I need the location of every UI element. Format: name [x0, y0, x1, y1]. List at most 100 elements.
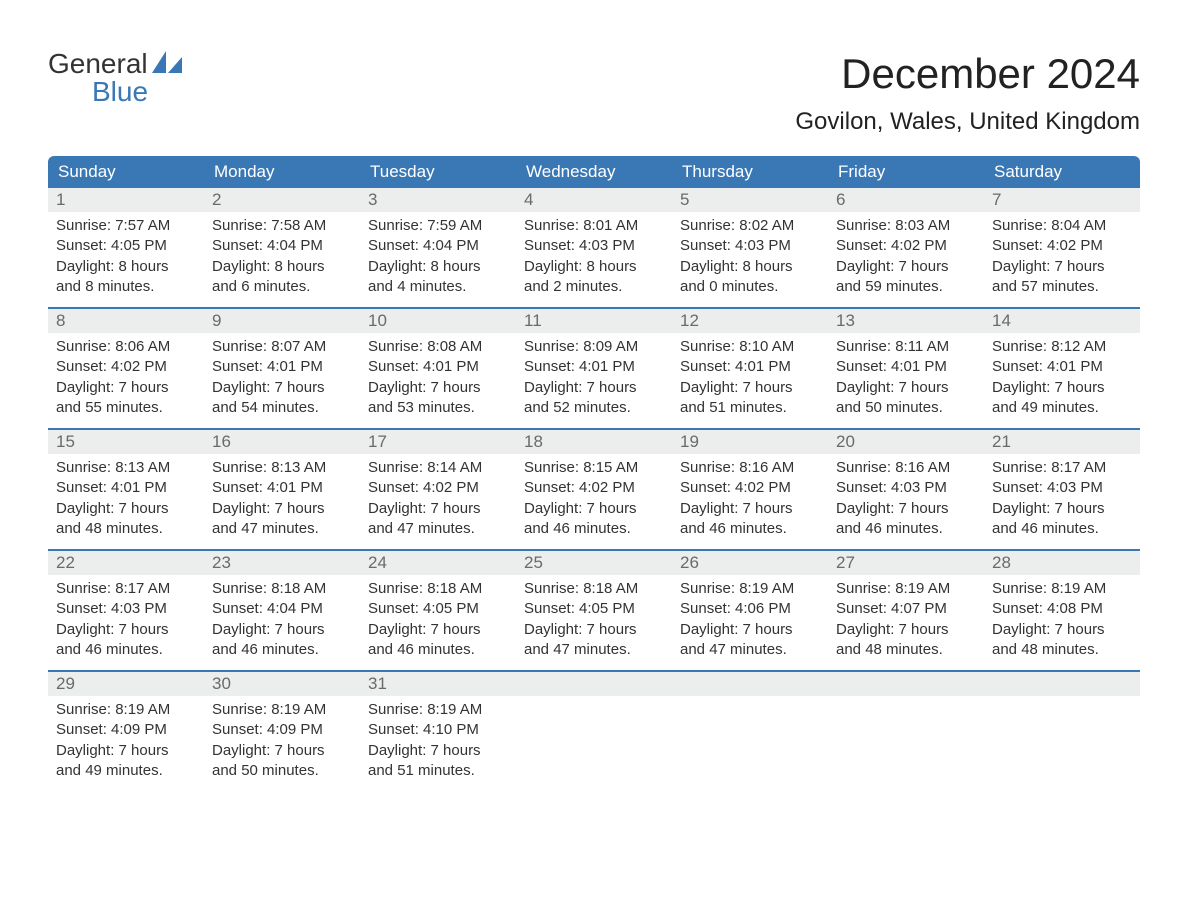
sunset-line: Sunset: 4:06 PM [680, 599, 820, 619]
day-cell: 28Sunrise: 8:19 AMSunset: 4:08 PMDayligh… [984, 551, 1140, 670]
weekday-header: Thursday [672, 156, 828, 188]
daylight-line: Daylight: 7 hours and 47 minutes. [368, 499, 508, 540]
day-body: Sunrise: 8:07 AMSunset: 4:01 PMDaylight:… [204, 333, 360, 428]
sunset-line: Sunset: 4:03 PM [680, 236, 820, 256]
day-body: Sunrise: 8:16 AMSunset: 4:03 PMDaylight:… [828, 454, 984, 549]
day-cell: 6Sunrise: 8:03 AMSunset: 4:02 PMDaylight… [828, 188, 984, 307]
day-number: 29 [48, 672, 204, 696]
day-number: 25 [516, 551, 672, 575]
day-body: Sunrise: 8:19 AMSunset: 4:09 PMDaylight:… [48, 696, 204, 791]
daylight-line: Daylight: 7 hours and 49 minutes. [56, 741, 196, 782]
day-body: Sunrise: 8:11 AMSunset: 4:01 PMDaylight:… [828, 333, 984, 428]
day-number: 10 [360, 309, 516, 333]
sunset-line: Sunset: 4:03 PM [836, 478, 976, 498]
daylight-line: Daylight: 7 hours and 46 minutes. [680, 499, 820, 540]
day-cell: 13Sunrise: 8:11 AMSunset: 4:01 PMDayligh… [828, 309, 984, 428]
day-body: Sunrise: 8:09 AMSunset: 4:01 PMDaylight:… [516, 333, 672, 428]
day-cell: 30Sunrise: 8:19 AMSunset: 4:09 PMDayligh… [204, 672, 360, 791]
daylight-line: Daylight: 8 hours and 4 minutes. [368, 257, 508, 298]
sunrise-line: Sunrise: 8:19 AM [992, 579, 1132, 599]
day-number: 1 [48, 188, 204, 212]
sunrise-line: Sunrise: 8:18 AM [524, 579, 664, 599]
day-cell: 3Sunrise: 7:59 AMSunset: 4:04 PMDaylight… [360, 188, 516, 307]
day-cell: 31Sunrise: 8:19 AMSunset: 4:10 PMDayligh… [360, 672, 516, 791]
location-subtitle: Govilon, Wales, United Kingdom [795, 108, 1140, 136]
day-cell: 8Sunrise: 8:06 AMSunset: 4:02 PMDaylight… [48, 309, 204, 428]
day-body: Sunrise: 8:10 AMSunset: 4:01 PMDaylight:… [672, 333, 828, 428]
weekday-header: Wednesday [516, 156, 672, 188]
daylight-line: Daylight: 7 hours and 57 minutes. [992, 257, 1132, 298]
day-cell: 7Sunrise: 8:04 AMSunset: 4:02 PMDaylight… [984, 188, 1140, 307]
day-number [672, 672, 828, 696]
sunrise-line: Sunrise: 8:10 AM [680, 337, 820, 357]
sunset-line: Sunset: 4:01 PM [992, 357, 1132, 377]
daylight-line: Daylight: 7 hours and 48 minutes. [56, 499, 196, 540]
day-number [828, 672, 984, 696]
sunrise-line: Sunrise: 8:08 AM [368, 337, 508, 357]
day-body: Sunrise: 8:08 AMSunset: 4:01 PMDaylight:… [360, 333, 516, 428]
logo-word-1: General [48, 50, 148, 78]
sunrise-line: Sunrise: 7:57 AM [56, 216, 196, 236]
daylight-line: Daylight: 7 hours and 55 minutes. [56, 378, 196, 419]
day-number: 2 [204, 188, 360, 212]
sunset-line: Sunset: 4:04 PM [368, 236, 508, 256]
daylight-line: Daylight: 7 hours and 46 minutes. [524, 499, 664, 540]
daylight-line: Daylight: 7 hours and 48 minutes. [836, 620, 976, 661]
sunrise-line: Sunrise: 8:19 AM [56, 700, 196, 720]
day-number: 4 [516, 188, 672, 212]
sunset-line: Sunset: 4:01 PM [212, 357, 352, 377]
day-cell: 20Sunrise: 8:16 AMSunset: 4:03 PMDayligh… [828, 430, 984, 549]
daylight-line: Daylight: 7 hours and 51 minutes. [680, 378, 820, 419]
sunset-line: Sunset: 4:02 PM [836, 236, 976, 256]
sunrise-line: Sunrise: 8:07 AM [212, 337, 352, 357]
daylight-line: Daylight: 8 hours and 2 minutes. [524, 257, 664, 298]
week-row: 1Sunrise: 7:57 AMSunset: 4:05 PMDaylight… [48, 188, 1140, 307]
day-body: Sunrise: 8:13 AMSunset: 4:01 PMDaylight:… [48, 454, 204, 549]
day-body: Sunrise: 8:18 AMSunset: 4:05 PMDaylight:… [516, 575, 672, 670]
sail-icon [152, 50, 186, 78]
day-cell [672, 672, 828, 791]
week-row: 15Sunrise: 8:13 AMSunset: 4:01 PMDayligh… [48, 428, 1140, 549]
daylight-line: Daylight: 7 hours and 46 minutes. [56, 620, 196, 661]
daylight-line: Daylight: 7 hours and 53 minutes. [368, 378, 508, 419]
daylight-line: Daylight: 7 hours and 46 minutes. [212, 620, 352, 661]
day-cell: 25Sunrise: 8:18 AMSunset: 4:05 PMDayligh… [516, 551, 672, 670]
daylight-line: Daylight: 7 hours and 48 minutes. [992, 620, 1132, 661]
weekday-header: Friday [828, 156, 984, 188]
sunrise-line: Sunrise: 8:13 AM [212, 458, 352, 478]
weeks-container: 1 Sunrise: 7:57 AM Sunset: 4:05 PM Daylight… [48, 188, 1140, 791]
weekday-header: Saturday [984, 156, 1140, 188]
sunrise-line: Sunrise: 8:19 AM [368, 700, 508, 720]
day-number: 23 [204, 551, 360, 575]
sunset-line: Sunset: 4:05 PM [524, 599, 664, 619]
day-body: Sunrise: 8:03 AMSunset: 4:02 PMDaylight:… [828, 212, 984, 307]
sunrise-line: Sunrise: 8:19 AM [680, 579, 820, 599]
day-cell: 11Sunrise: 8:09 AMSunset: 4:01 PMDayligh… [516, 309, 672, 428]
daylight-line: Daylight: 7 hours and 50 minutes. [836, 378, 976, 419]
sunset-line: Sunset: 4:02 PM [368, 478, 508, 498]
sunrise-line: Sunrise: 8:02 AM [680, 216, 820, 236]
daylight-line: Daylight: 7 hours and 54 minutes. [212, 378, 352, 419]
sunset-line: Sunset: 4:03 PM [524, 236, 664, 256]
day-body: Sunrise: 8:19 AMSunset: 4:06 PMDaylight:… [672, 575, 828, 670]
sunset-line: Sunset: 4:10 PM [368, 720, 508, 740]
sunset-line: Sunset: 4:01 PM [56, 478, 196, 498]
sunset-line: Sunset: 4:04 PM [212, 599, 352, 619]
day-cell: 21Sunrise: 8:17 AMSunset: 4:03 PMDayligh… [984, 430, 1140, 549]
title-block: December 2024 Govilon, Wales, United Kin… [795, 50, 1140, 150]
day-number [516, 672, 672, 696]
day-number: 3 [360, 188, 516, 212]
day-body: Sunrise: 8:01 AMSunset: 4:03 PMDaylight:… [516, 212, 672, 307]
sunset-line: Sunset: 4:01 PM [524, 357, 664, 377]
day-cell: 2Sunrise: 7:58 AMSunset: 4:04 PMDaylight… [204, 188, 360, 307]
daylight-line: Daylight: 7 hours and 50 minutes. [212, 741, 352, 782]
day-cell: 5Sunrise: 8:02 AMSunset: 4:03 PMDaylight… [672, 188, 828, 307]
day-number: 15 [48, 430, 204, 454]
sunrise-line: Sunrise: 8:14 AM [368, 458, 508, 478]
weekday-header: Monday [204, 156, 360, 188]
daylight-line: Daylight: 7 hours and 47 minutes. [680, 620, 820, 661]
day-number: 20 [828, 430, 984, 454]
day-cell: 27Sunrise: 8:19 AMSunset: 4:07 PMDayligh… [828, 551, 984, 670]
day-body: Sunrise: 8:17 AMSunset: 4:03 PMDaylight:… [984, 454, 1140, 549]
day-cell: 29Sunrise: 8:19 AMSunset: 4:09 PMDayligh… [48, 672, 204, 791]
